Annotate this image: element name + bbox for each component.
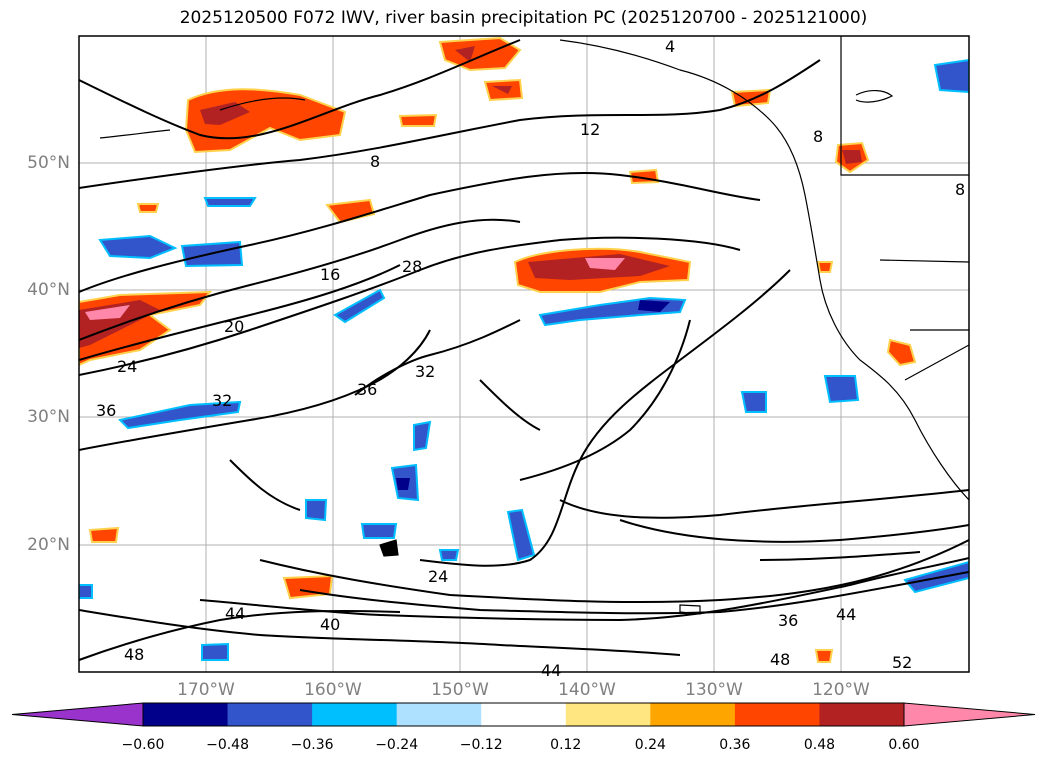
- iwv-contours: [79, 39, 969, 661]
- colorbar-cell: [650, 703, 736, 726]
- map-frame: [78, 35, 970, 673]
- colorbar-cell: [481, 703, 567, 726]
- colorbar-tick-label: 0.48: [803, 737, 836, 753]
- contour-label: 36: [778, 611, 798, 630]
- contour-label: 44: [541, 661, 561, 680]
- contour-label: 24: [117, 357, 137, 376]
- lon-label-130w: 130°W: [685, 680, 743, 700]
- colorbar-cell: [819, 703, 905, 726]
- colorbar-cell: [143, 703, 229, 726]
- colorbar-extend-left: [11, 702, 144, 727]
- colorbar-frame: [142, 702, 905, 727]
- contour-label: 8: [955, 180, 965, 199]
- contour-label: 16: [320, 265, 340, 284]
- contour-label: 48: [770, 650, 790, 669]
- contour-label: 20: [224, 317, 244, 336]
- lat-label-30n: 30°N: [27, 407, 70, 427]
- contour-label: 36: [96, 401, 116, 420]
- contour-label: 8: [370, 152, 380, 171]
- lon-label-140w: 140°W: [558, 680, 616, 700]
- lon-label-160w: 160°W: [304, 680, 362, 700]
- colorbar-tick-label: −0.48: [206, 737, 249, 753]
- colorbar-tick-label: 0.12: [550, 737, 582, 753]
- colorbar-cell: [565, 703, 651, 726]
- colorbar-tick-label: −0.36: [290, 737, 334, 753]
- contour-label: 40: [320, 615, 340, 634]
- precip-negative-areas: [79, 58, 969, 661]
- contour-label: 32: [212, 391, 232, 410]
- contour-label: 52: [892, 653, 912, 672]
- lon-label-120w: 120°W: [812, 680, 870, 700]
- contour-label: 44: [225, 604, 245, 623]
- colorbar-tick-label: −0.24: [375, 737, 419, 753]
- contour-label: 8: [813, 127, 823, 146]
- colorbar-tick-label: −0.60: [121, 737, 165, 753]
- lat-label-50n: 50°N: [27, 153, 70, 173]
- lat-label-20n: 20°N: [27, 535, 70, 555]
- lon-label-170w: 170°W: [177, 680, 235, 700]
- contour-label: 28: [402, 257, 422, 276]
- contour-label: 24: [428, 567, 448, 586]
- contour-label: 12: [580, 120, 600, 139]
- contour-labels: 4 8 8 8 12 16 20 24 28 32 32 36 36 24 40…: [96, 37, 965, 680]
- contour-label: 36: [357, 380, 377, 399]
- contour-label: 4: [665, 37, 675, 56]
- lat-label-40n: 40°N: [27, 280, 70, 300]
- colorbar-cell: [312, 703, 398, 726]
- colorbar-tick-label: 0.24: [634, 737, 666, 753]
- colorbar-cell: [396, 703, 482, 726]
- coastlines: [99, 36, 969, 615]
- colorbar-cell: [227, 703, 313, 726]
- contour-label: 48: [124, 645, 144, 664]
- colorbar-extend-right: [903, 702, 1036, 727]
- colorbar-tick-label: 0.60: [888, 737, 920, 753]
- contour-label: 32: [415, 362, 435, 381]
- map-title: 2025120500 F072 IWV, river basin precipi…: [179, 8, 868, 28]
- colorbar-tick-label: 0.36: [719, 737, 751, 753]
- precip-positive-areas: [79, 36, 917, 663]
- contour-label: 44: [836, 605, 856, 624]
- colorbar-tick-label: −0.12: [459, 737, 503, 753]
- lon-label-150w: 150°W: [431, 680, 489, 700]
- colorbar-cell: [734, 703, 820, 726]
